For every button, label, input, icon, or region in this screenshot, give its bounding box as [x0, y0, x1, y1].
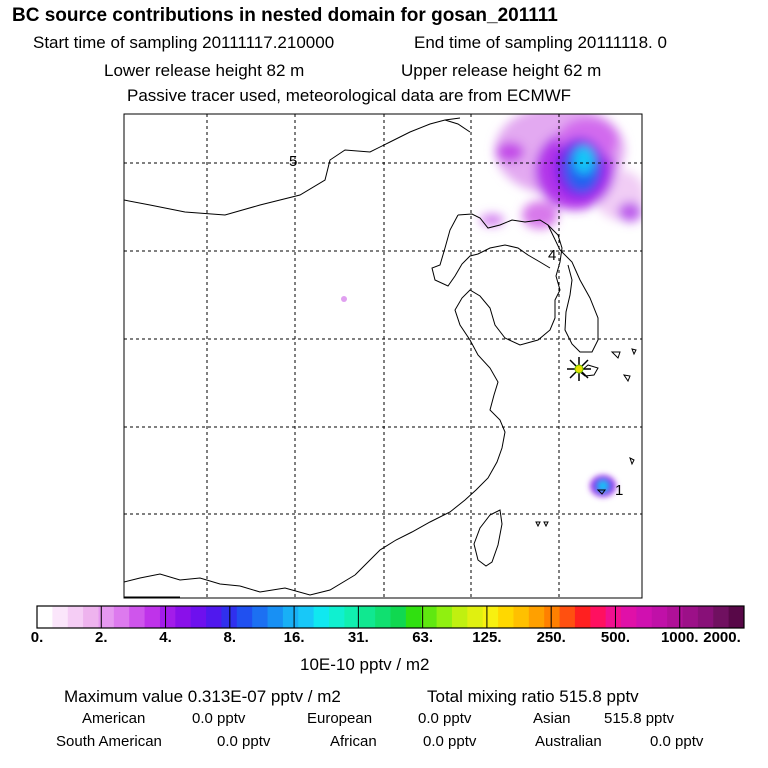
colorbar-label: 500. [600, 629, 631, 646]
upper-release-height: Upper release height 62 m [401, 61, 602, 80]
region-name-american: American [82, 710, 146, 727]
trajectory-label-1: 1 [615, 482, 623, 499]
colorbar-swatch [621, 606, 637, 628]
colorbar-swatch [513, 606, 530, 628]
colorbar-swatch [83, 606, 99, 628]
colorbar-label: 1000. [660, 629, 699, 646]
colorbar-swatch [67, 606, 84, 628]
colorbar-units: 10E-10 pptv / m2 [300, 655, 430, 674]
colorbar-frame [36, 605, 745, 629]
colorbar [37, 606, 745, 628]
lower-release-height: Lower release height 82 m [104, 61, 305, 80]
colorbar-swatch [574, 606, 591, 628]
region-value-south-american: 0.0 pptv [217, 733, 271, 750]
colorbar-swatch [436, 606, 453, 628]
colorbar-swatch [482, 606, 499, 628]
colorbar-swatch [344, 606, 361, 628]
colorbar-swatch [52, 606, 69, 628]
region-value-american: 0.0 pptv [192, 710, 246, 727]
receptor-star-icon [567, 357, 591, 381]
colorbar-label: 125. [472, 629, 502, 646]
colorbar-swatch [313, 606, 330, 628]
colorbar-swatch [498, 606, 514, 628]
colorbar-swatch [544, 606, 561, 628]
colorbar-swatch [190, 606, 207, 628]
region-value-australian: 0.0 pptv [650, 733, 704, 750]
colorbar-swatch [175, 606, 192, 628]
colorbar-swatch [98, 606, 115, 628]
region-name-european: European [307, 710, 373, 727]
small-plume-dot [341, 296, 347, 302]
colorbar-swatch [467, 606, 484, 628]
end-sampling-time: End time of sampling 20111118. 0 [414, 33, 667, 52]
colorbar-label: 31. [347, 629, 369, 646]
region-value-asian: 515.8 pptv [604, 710, 675, 727]
region-value-african: 0.0 pptv [423, 733, 477, 750]
colorbar-swatch [590, 606, 607, 628]
total-mixing-ratio: Total mixing ratio 515.8 pptv [427, 687, 639, 706]
colorbar-label: 63. [412, 629, 434, 646]
trajectory-label-4: 4 [548, 247, 556, 264]
colorbar-swatch [559, 606, 576, 628]
start-sampling-time: Start time of sampling 20111117.210000 [33, 33, 335, 52]
region-value-european: 0.0 pptv [418, 710, 472, 727]
plot-title: BC source contributions in nested domain… [12, 5, 558, 26]
colorbar-swatch [713, 606, 730, 628]
concentration-plume [480, 114, 642, 229]
colorbar-swatch [329, 606, 345, 628]
maximum-value: Maximum value 0.313E-07 pptv / m2 [64, 687, 341, 706]
colorbar-swatch [113, 606, 130, 628]
colorbar-label: 2. [95, 629, 108, 646]
colorbar-swatch [359, 606, 376, 628]
colorbar-label: 16. [283, 629, 305, 646]
region-name-south-american: South American [56, 733, 162, 750]
colorbar-swatch [405, 606, 422, 628]
colorbar-swatch [651, 606, 668, 628]
lat-lon-grid [124, 114, 642, 598]
region-name-african: African [330, 733, 377, 750]
colorbar-label: 250. [536, 629, 566, 646]
colorbar-swatch [236, 606, 253, 628]
colorbar-label: 2000. [703, 629, 741, 646]
region-name-asian: Asian [533, 710, 571, 727]
colorbar-swatch [144, 606, 161, 628]
region-name-australian: Australian [535, 733, 602, 750]
colorbar-swatch [451, 606, 468, 628]
colorbar-swatch [282, 606, 299, 628]
colorbar-label: 0. [30, 629, 44, 646]
colorbar-swatch [682, 606, 699, 628]
colorbar-swatch [267, 606, 284, 628]
colorbar-swatch [390, 606, 407, 628]
colorbar-swatch [252, 606, 269, 628]
hotspot-1 [590, 475, 616, 497]
colorbar-swatch [636, 606, 653, 628]
colorbar-label: 4. [159, 629, 172, 646]
coastlines [124, 117, 637, 598]
colorbar-swatch [129, 606, 146, 628]
map-frame [123, 113, 643, 599]
tracer-note: Passive tracer used, meteorological data… [127, 86, 572, 105]
colorbar-swatch [159, 606, 176, 628]
colorbar-swatch [375, 606, 391, 628]
colorbar-swatch [605, 606, 622, 628]
colorbar-swatch [697, 606, 714, 628]
colorbar-swatch [528, 606, 545, 628]
trajectory-label-5: 5 [289, 153, 297, 170]
colorbar-label: 8. [223, 629, 237, 646]
colorbar-swatch [667, 606, 684, 628]
colorbar-swatch [37, 606, 53, 628]
colorbar-swatch [298, 606, 315, 628]
colorbar-swatch [421, 606, 438, 628]
colorbar-swatch [728, 606, 745, 628]
colorbar-swatch [206, 606, 222, 628]
